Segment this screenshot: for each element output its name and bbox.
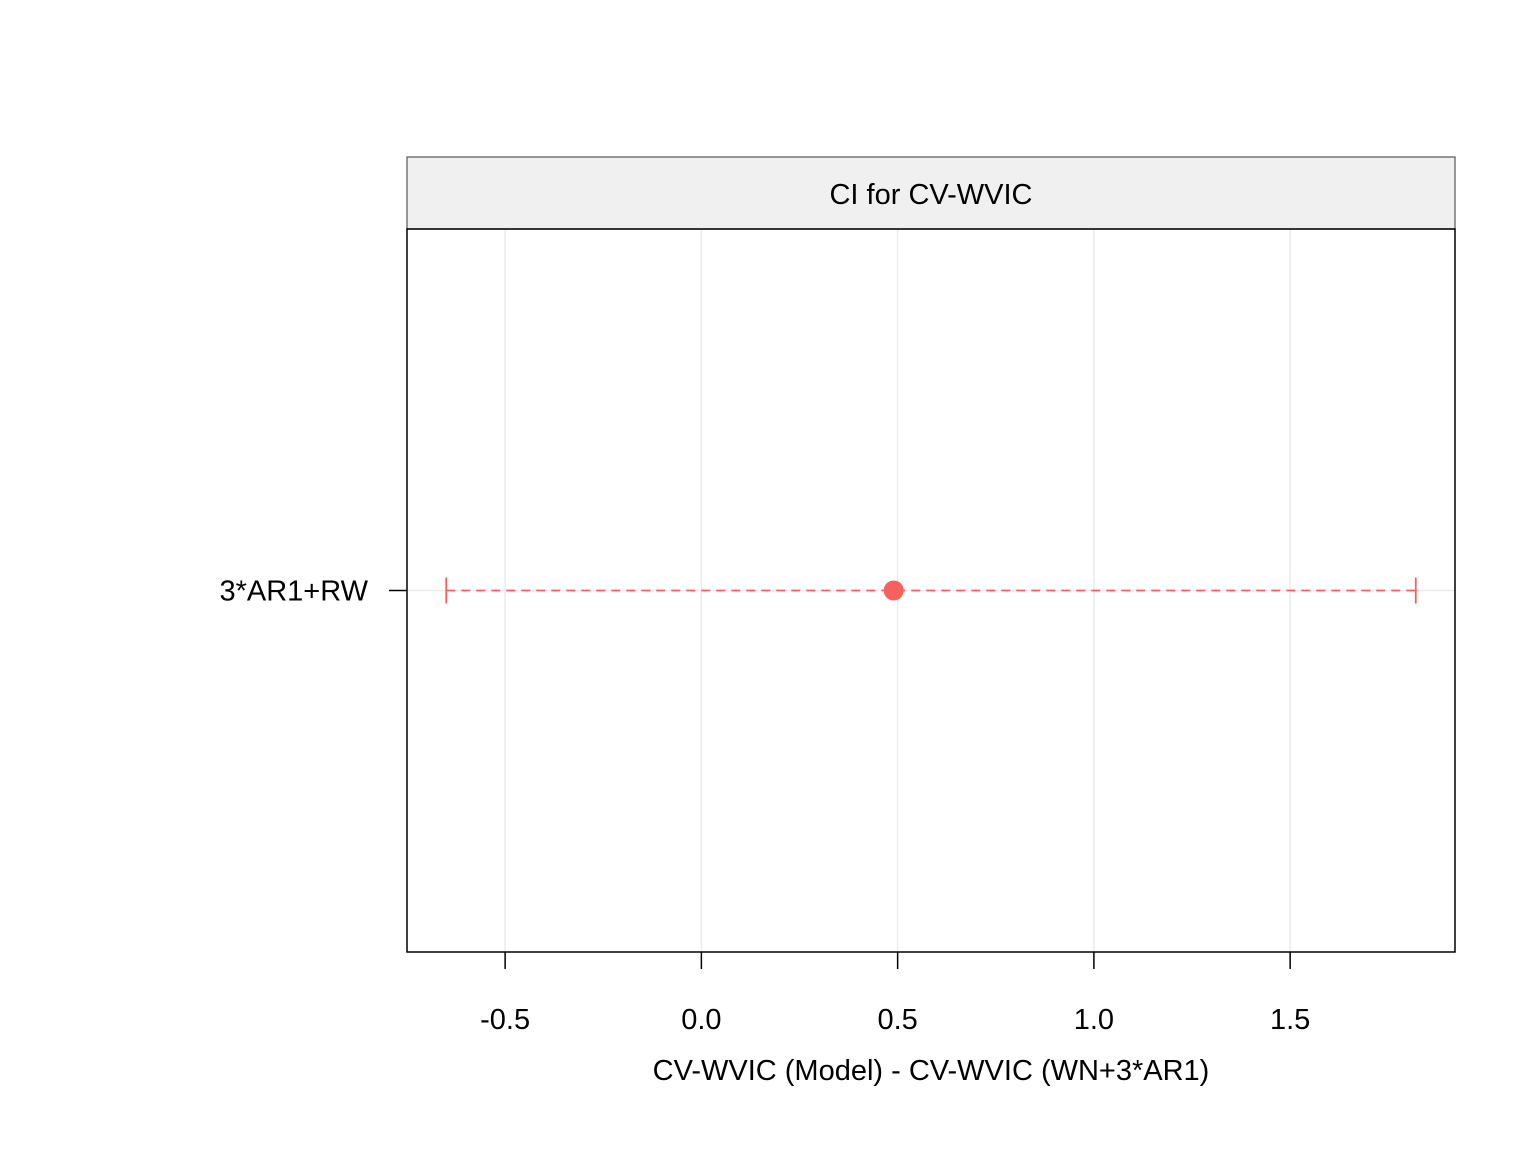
x-tick-label: 1.0	[1074, 1004, 1114, 1036]
data-marks	[445, 577, 1417, 604]
point-estimate	[883, 580, 904, 601]
y-axis: 3*AR1+RW	[219, 576, 407, 608]
x-tick-label: 1.5	[1270, 1004, 1310, 1036]
grid-lines	[407, 157, 1455, 952]
chart-title: CI for CV-WVIC	[829, 179, 1032, 211]
x-tick-label: 0.0	[681, 1004, 721, 1036]
x-axis: -0.5 0.0 0.5 1.0 1.5	[480, 952, 1310, 1036]
y-tick-label: 3*AR1+RW	[219, 576, 368, 608]
x-tick-label: -0.5	[480, 1004, 530, 1036]
x-axis-label: CV-WVIC (Model) - CV-WVIC (WN+3*AR1)	[653, 1055, 1210, 1087]
x-tick-label: 0.5	[877, 1004, 917, 1036]
